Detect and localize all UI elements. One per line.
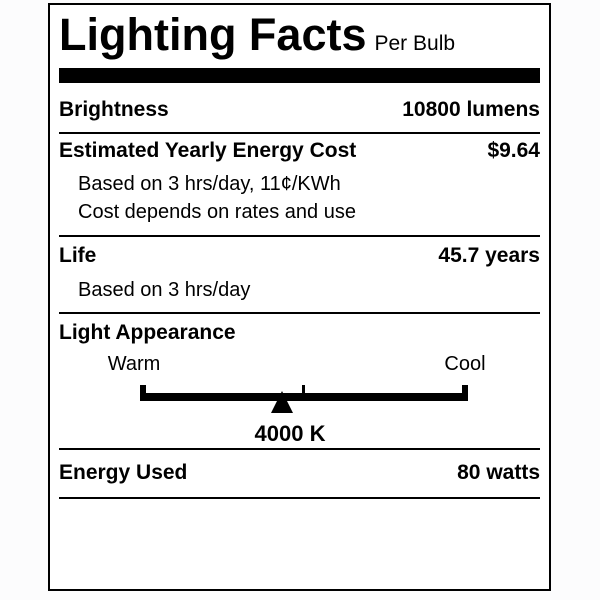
divider <box>59 235 540 237</box>
life-note: Based on 3 hrs/day <box>78 279 251 301</box>
light-appearance-scale <box>59 385 540 419</box>
divider <box>59 312 540 314</box>
cool-label: Cool <box>444 353 486 375</box>
energy-cost-row: Estimated Yearly Energy Cost $9.64 <box>59 137 540 165</box>
header-separator-bar <box>59 68 540 83</box>
scale-center-tick <box>302 385 305 394</box>
light-appearance-heading: Light Appearance <box>59 321 236 344</box>
brightness-label: Brightness <box>59 98 169 121</box>
scale-right-endcap <box>462 385 468 401</box>
light-appearance-scale-labels: Warm Cool <box>59 351 540 377</box>
per-unit-text: Per Bulb <box>374 32 456 55</box>
scale-bar <box>140 393 468 401</box>
energy-used-value: 80 watts <box>457 461 540 484</box>
brightness-value: 10800 lumens <box>402 98 540 121</box>
life-label: Life <box>59 244 97 267</box>
label-title: Lighting Facts <box>59 9 367 60</box>
energy-cost-note-2: Cost depends on rates and use <box>78 201 356 223</box>
divider <box>59 497 540 499</box>
divider <box>59 448 540 450</box>
divider <box>59 132 540 134</box>
lighting-facts-label: Lighting Facts Per Bulb Brightness 10800… <box>48 3 551 591</box>
warm-label: Warm <box>107 353 161 375</box>
color-temperature-row: 4000 K <box>59 420 540 447</box>
brightness-row: Brightness 10800 lumens <box>59 96 540 124</box>
label-header: Lighting Facts Per Bulb <box>59 9 540 61</box>
energy-cost-note-1: Based on 3 hrs/day, 11¢/KWh <box>78 173 341 195</box>
marker-triangle-icon <box>271 391 293 413</box>
color-temperature-value: 4000 K <box>254 421 326 446</box>
energy-used-label: Energy Used <box>59 461 188 484</box>
life-value: 45.7 years <box>438 244 540 267</box>
energy-cost-label: Estimated Yearly Energy Cost <box>59 139 357 162</box>
energy-used-row: Energy Used 80 watts <box>59 459 540 487</box>
energy-cost-value: $9.64 <box>487 139 540 162</box>
life-row: Life 45.7 years <box>59 242 540 270</box>
